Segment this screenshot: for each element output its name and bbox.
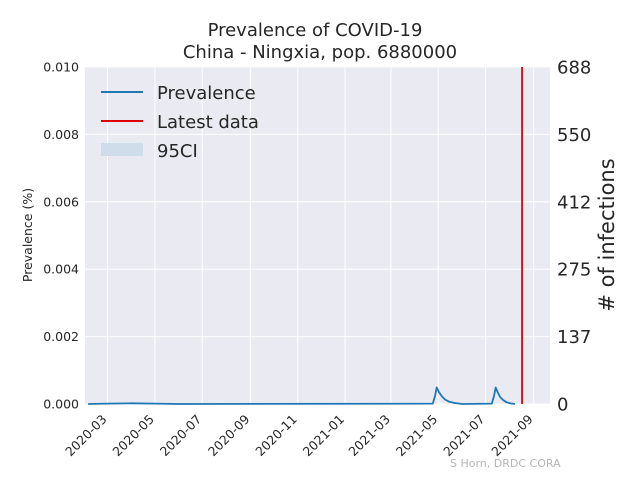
legend-latest-label: Latest data — [157, 112, 259, 133]
x-tick-label: 2020-03 — [62, 412, 110, 460]
x-axis-ticks: 2020-03 2020-05 2020-07 2020-09 2020-11 2021-… — [62, 411, 536, 459]
y-tick-label: 0.008 — [43, 127, 79, 142]
legend: Prevalence Latest data 95CI — [101, 83, 259, 162]
y-right-tick-label: 0 — [557, 395, 568, 416]
credit-text: S Horn, DRDC CORA — [450, 457, 561, 470]
chart-subtitle: China - Ningxia, pop. 6880000 — [183, 42, 457, 63]
y-right-tick-label: 412 — [557, 192, 591, 213]
y-right-tick-label: 275 — [557, 260, 591, 281]
y-right-tick-label: 688 — [557, 58, 591, 79]
x-tick-label: 2021-05 — [393, 412, 441, 460]
gridlines — [85, 66, 550, 405]
x-tick-label: 2021-07 — [440, 412, 488, 460]
y-axis-right-ticks: 0 137 275 412 550 688 — [557, 58, 591, 416]
x-tick-label: 2020-07 — [157, 412, 205, 460]
y-axis-left-label: Prevalence (%) — [20, 188, 35, 282]
legend-ci-swatch — [101, 143, 143, 156]
y-tick-label: 0.002 — [43, 329, 79, 344]
y-axis-left-ticks: 0.000 0.002 0.004 0.006 0.008 0.010 — [43, 60, 79, 412]
legend-ci-label: 95CI — [157, 141, 198, 162]
x-tick-label: 2021-09 — [488, 411, 536, 459]
y-right-tick-label: 550 — [557, 125, 591, 146]
x-tick-label: 2020-09 — [205, 411, 253, 459]
chart-title: Prevalence of COVID-19 — [208, 20, 423, 41]
y-tick-label: 0.010 — [43, 60, 79, 75]
x-tick-label: 2021-01 — [300, 412, 348, 460]
legend-prevalence-label: Prevalence — [157, 83, 256, 104]
series-lines — [88, 386, 516, 405]
y-axis-right-label: # of infections — [595, 158, 619, 311]
y-tick-label: 0.006 — [43, 194, 79, 209]
x-tick-label: 2021-03 — [345, 412, 393, 460]
y-tick-label: 0.000 — [43, 397, 79, 412]
y-right-tick-label: 137 — [557, 327, 591, 348]
x-tick-label: 2020-05 — [109, 412, 157, 460]
plot-area — [85, 67, 550, 404]
x-tick-label: 2020-11 — [252, 412, 300, 460]
y-tick-label: 0.004 — [43, 262, 79, 277]
series-line-prevalence — [88, 386, 516, 405]
